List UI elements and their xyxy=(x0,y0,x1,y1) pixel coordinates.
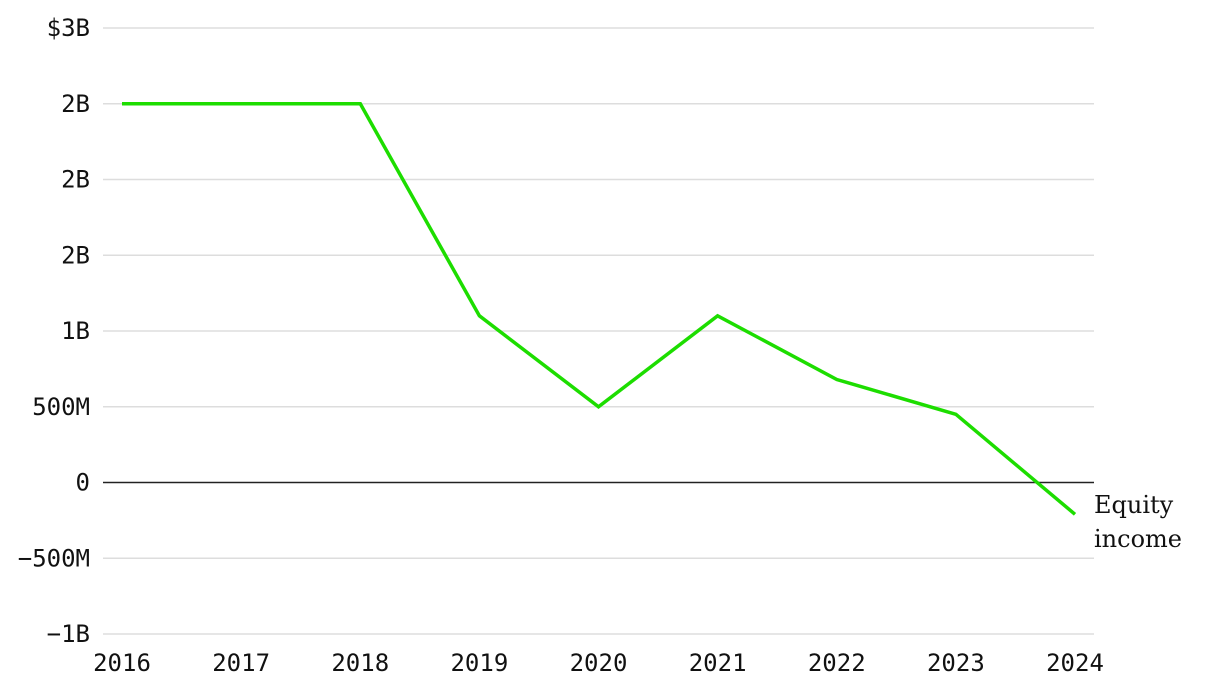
x-tick-label: 2020 xyxy=(570,649,628,677)
y-tick-label: 2B xyxy=(61,90,90,118)
series-line-equity-income xyxy=(122,102,1077,516)
x-tick-label: 2021 xyxy=(689,649,747,677)
y-tick-label: −500M xyxy=(18,544,90,572)
series-label-line-2: income xyxy=(1094,525,1182,553)
x-tick-label: 2016 xyxy=(93,649,151,677)
x-tick-label: 2023 xyxy=(927,649,985,677)
y-tick-label: 1B xyxy=(61,317,90,345)
x-tick-label: 2019 xyxy=(450,649,508,677)
y-tick-label: 2B xyxy=(61,241,90,269)
y-tick-label: 500M xyxy=(32,393,90,421)
x-tick-label: 2024 xyxy=(1046,649,1104,677)
x-tick-label: 2022 xyxy=(808,649,866,677)
y-tick-label: −1B xyxy=(47,620,90,648)
y-tick-label: 0 xyxy=(76,469,90,497)
gridlines xyxy=(103,27,1094,635)
series-label-line-1: Equity xyxy=(1094,491,1174,519)
x-axis-ticks: 2016 2017 2018 2019 2020 2021 2022 2023 2024 xyxy=(93,649,1104,677)
y-axis-ticks: −1B −500M 0 500M 1B 2B 2B 2B $3B xyxy=(18,14,90,648)
series-layer xyxy=(122,102,1077,516)
y-tick-label: $3B xyxy=(47,14,90,42)
x-tick-label: 2017 xyxy=(212,649,270,677)
x-tick-label: 2018 xyxy=(331,649,389,677)
y-tick-label: 2B xyxy=(61,166,90,194)
series-label: Equity income xyxy=(1094,491,1182,553)
